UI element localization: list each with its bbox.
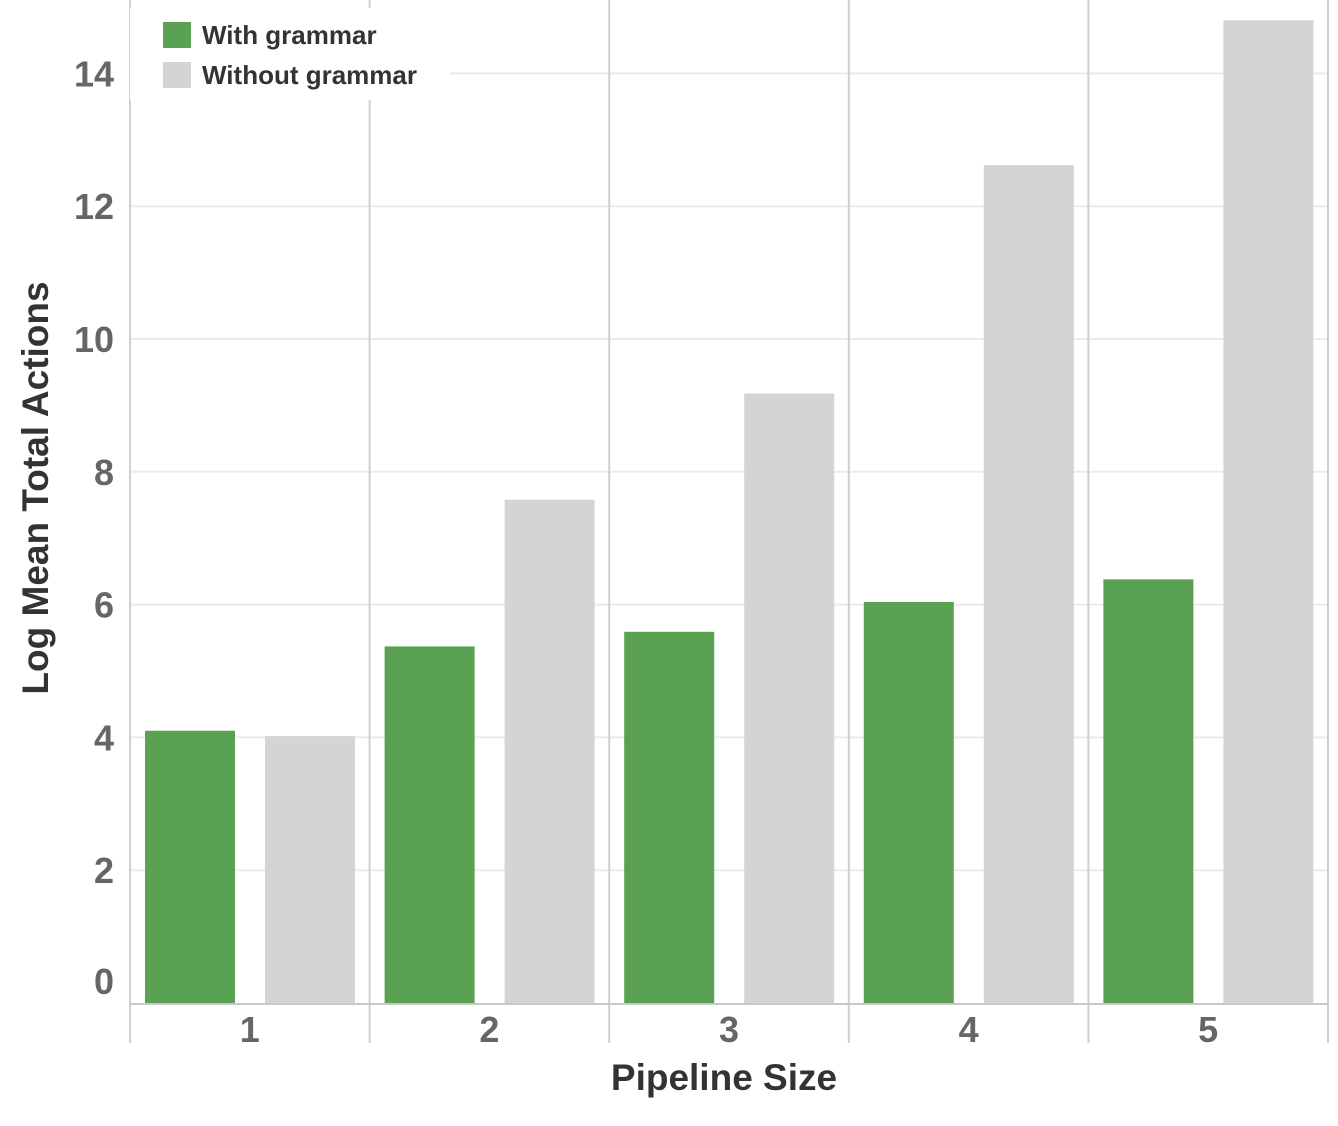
- legend-swatch-with-grammar: [163, 22, 191, 48]
- axes: [129, 0, 1329, 1043]
- y-tick-label: 12: [74, 186, 114, 227]
- x-tick-label: 3: [719, 1009, 739, 1050]
- y-tick-label: 4: [94, 717, 114, 758]
- x-axis-title: Pipeline Size: [611, 1057, 837, 1098]
- x-tick-label: 1: [240, 1009, 260, 1050]
- bar-without-grammar-2: [504, 499, 595, 1003]
- bar-without-grammar-4: [983, 165, 1074, 1004]
- x-tick-label: 5: [1198, 1009, 1218, 1050]
- bar-with-grammar-3: [624, 631, 715, 1003]
- legend: With grammar Without grammar: [130, 8, 450, 100]
- bar-with-grammar-5: [1103, 579, 1194, 1003]
- bar-without-grammar-5: [1223, 20, 1314, 1003]
- legend-label-without-grammar: Without grammar: [202, 60, 417, 90]
- bar-without-grammar-1: [265, 736, 355, 1003]
- y-tick-label: 14: [74, 53, 114, 94]
- bar-with-grammar-2: [384, 646, 475, 1003]
- bar-without-grammar-3: [744, 393, 835, 1003]
- bar-with-grammar-4: [863, 601, 954, 1003]
- y-tick-label: 10: [74, 319, 114, 360]
- legend-swatch-without-grammar: [163, 62, 191, 88]
- y-tick-label: 8: [94, 452, 114, 493]
- bar-with-grammar-1: [145, 730, 235, 1003]
- x-tick-label: 4: [959, 1009, 979, 1050]
- y-tick-label: 0: [94, 961, 114, 1002]
- y-axis-title: Log Mean Total Actions: [15, 281, 56, 694]
- legend-label-with-grammar: With grammar: [202, 20, 377, 50]
- bars: [145, 20, 1314, 1004]
- y-tick-label: 2: [94, 850, 114, 891]
- y-tick-label: 6: [94, 585, 114, 626]
- x-tick-label: 2: [479, 1009, 499, 1050]
